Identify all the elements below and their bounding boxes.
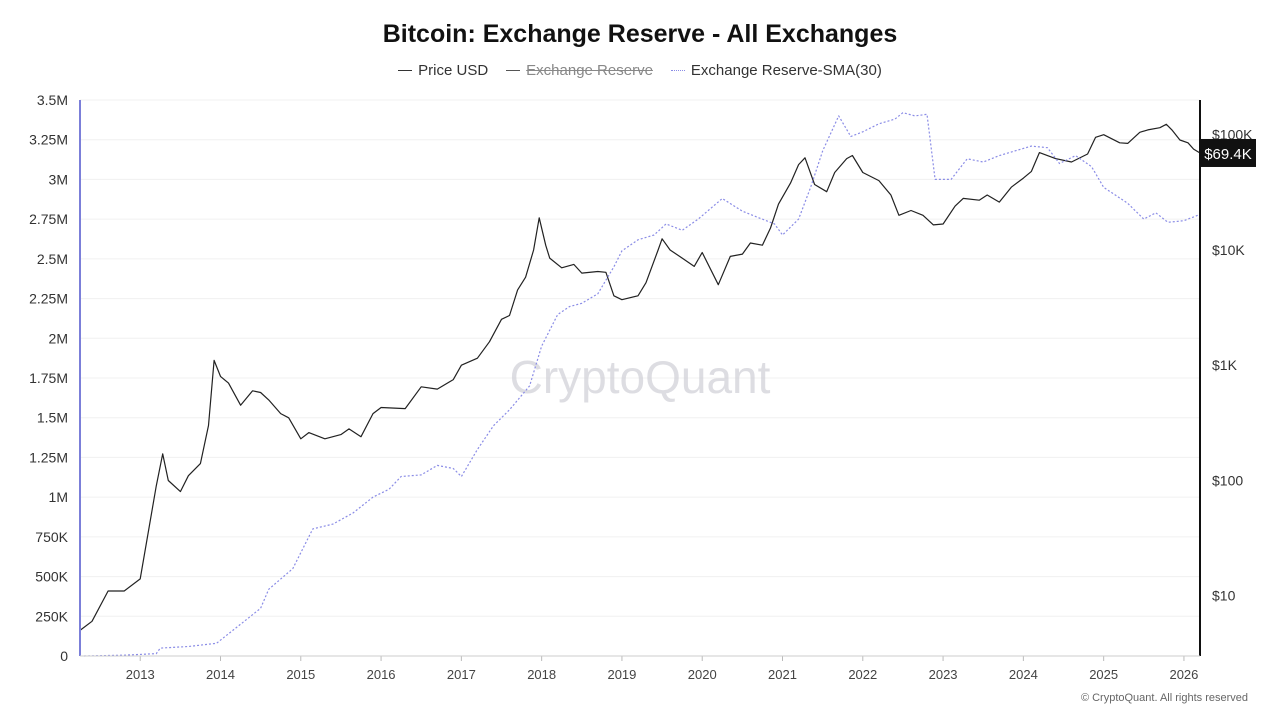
legend-swatch-exchange-reserve: [506, 70, 521, 71]
y-left-tick-label: 250K: [35, 608, 68, 624]
legend-swatch-exchange-reserve-sma: [670, 70, 685, 71]
legend-item-exchange-reserve-sma[interactable]: Exchange Reserve-SMA(30): [670, 62, 882, 79]
legend-label-price-usd: Price USD: [418, 62, 489, 79]
y-left-tick-label: 3M: [49, 171, 68, 187]
x-tick-label: 2022: [848, 667, 877, 682]
x-tick-label: 2026: [1169, 667, 1198, 682]
x-tick-label: 2019: [607, 667, 636, 682]
y-left-tick-label: 2.75M: [29, 211, 68, 227]
x-tick-label: 2018: [527, 667, 556, 682]
y-left-tick-label: 1.5M: [37, 410, 68, 426]
y-right-tick-label: $100: [1212, 472, 1243, 488]
x-tick-label: 2023: [929, 667, 958, 682]
y-right-tick-label: $1K: [1212, 357, 1238, 373]
legend-item-exchange-reserve[interactable]: Exchange Reserve: [506, 62, 653, 79]
y-right-tick-label: $10: [1212, 588, 1236, 604]
current-price-label: $69.4K: [1204, 146, 1252, 163]
y-left-tick-label: 1.25M: [29, 449, 68, 465]
x-tick-label: 2024: [1009, 667, 1038, 682]
y-right-tick-label: $100K: [1212, 127, 1253, 143]
legend-item-price-usd[interactable]: Price USD: [398, 62, 488, 79]
y-right-tick-label: $10K: [1212, 242, 1245, 258]
x-tick-label: 2017: [447, 667, 476, 682]
series-layer: [79, 112, 1201, 657]
legend-label-exchange-reserve-sma: Exchange Reserve-SMA(30): [690, 62, 882, 79]
current-price-badge: [1200, 138, 1256, 167]
legend-swatch-price-usd: [398, 70, 413, 71]
x-tick-label: 2015: [286, 667, 315, 682]
y-left-tick-label: 3.5M: [37, 92, 68, 108]
axis-layer: [79, 100, 1201, 661]
x-tick-label: 2016: [367, 667, 396, 682]
watermark-logo: CryptoQuant: [510, 351, 771, 403]
y-left-tick-label: 0: [60, 648, 68, 664]
y-left-tick-label: 2M: [49, 330, 68, 346]
chart-title: Bitcoin: Exchange Reserve - All Exchange…: [382, 20, 898, 48]
x-tick-label: 2013: [126, 667, 155, 682]
legend-label-exchange-reserve: Exchange Reserve: [526, 62, 653, 79]
series-line-price-usd: [79, 123, 1201, 631]
tick-layer: 0 250K 500K 750K 1M 1.25M 1.5M 1.75M 2M 2.25M 2.5M…: [29, 92, 1256, 682]
y-left-tick-label: 2.25M: [29, 291, 68, 307]
y-left-tick-label: 1M: [49, 489, 68, 505]
y-left-tick-label: 2.5M: [37, 251, 68, 267]
x-tick-label: 2025: [1089, 667, 1118, 682]
y-left-tick-label: 750K: [35, 529, 68, 545]
y-left-tick-label: 1.75M: [29, 370, 68, 386]
x-tick-label: 2014: [206, 667, 235, 682]
y-left-tick-label: 3.25M: [29, 132, 68, 148]
x-tick-label: 2020: [688, 667, 717, 682]
chart-legend: Price USD Exchange Reserve Exchange Rese…: [0, 62, 1280, 79]
y-left-tick-label: 500K: [35, 569, 68, 585]
copyright-notice: © CryptoQuant. All rights reserved: [1080, 692, 1248, 704]
grid-layer: [80, 99, 1200, 657]
series-line-exchange-reserve-sma: [83, 112, 1201, 657]
x-tick-label: 2021: [768, 667, 797, 682]
